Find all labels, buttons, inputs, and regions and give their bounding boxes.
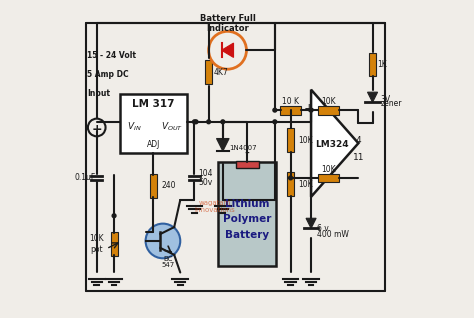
Text: 547: 547 [162, 262, 175, 268]
Bar [205, 60, 212, 84]
Text: -: - [245, 147, 250, 161]
Circle shape [309, 108, 313, 112]
Bar [120, 94, 187, 153]
Text: -: - [306, 170, 311, 185]
Bar [287, 172, 294, 196]
Bar [150, 174, 157, 197]
Text: +: + [303, 102, 314, 115]
Text: Polymer: Polymer [223, 214, 272, 225]
Text: 4K7: 4K7 [213, 68, 228, 77]
Text: zener: zener [381, 99, 402, 108]
Text: 1K: 1K [377, 60, 387, 69]
Circle shape [194, 120, 198, 124]
Text: Indicator: Indicator [206, 24, 249, 33]
Polygon shape [306, 218, 316, 228]
Text: 1N4007: 1N4007 [229, 145, 257, 151]
Text: 10K: 10K [299, 135, 313, 145]
Text: 11: 11 [353, 153, 364, 162]
Circle shape [112, 214, 116, 218]
Text: wagatam
Innovations: wagatam Innovations [194, 200, 235, 213]
Circle shape [221, 120, 225, 124]
Text: 0.1uF: 0.1uF [74, 173, 96, 183]
Text: 5 Amp DC: 5 Amp DC [87, 70, 129, 79]
Bar [280, 106, 301, 114]
Polygon shape [221, 43, 234, 58]
Text: 3V: 3V [381, 95, 391, 104]
Text: Input: Input [87, 89, 110, 98]
Text: 10K: 10K [321, 165, 336, 174]
Circle shape [273, 108, 277, 112]
Text: 50v: 50v [199, 178, 213, 187]
Text: LM324: LM324 [315, 140, 348, 149]
Bar [287, 128, 294, 152]
Polygon shape [311, 90, 358, 197]
Text: +: + [91, 122, 102, 135]
Text: BC: BC [164, 255, 173, 261]
Text: Lithium: Lithium [225, 199, 270, 209]
Text: 15 - 24 Volt: 15 - 24 Volt [87, 51, 136, 60]
Text: ADJ: ADJ [147, 140, 160, 149]
Bar [218, 162, 276, 266]
Text: Battery Full: Battery Full [200, 14, 255, 23]
Text: LM 317: LM 317 [132, 99, 175, 109]
Text: Battery: Battery [225, 230, 269, 240]
Text: $V_{IN}$: $V_{IN}$ [127, 120, 142, 133]
Bar [369, 52, 376, 76]
Text: $V_{OUT}$: $V_{OUT}$ [161, 120, 183, 133]
Text: 4: 4 [356, 136, 361, 145]
Polygon shape [367, 92, 378, 102]
Circle shape [289, 176, 292, 180]
Bar [236, 161, 259, 169]
Text: 10K
pot: 10K pot [90, 234, 104, 254]
Text: 400 mW: 400 mW [318, 230, 349, 239]
Circle shape [207, 120, 210, 124]
Polygon shape [217, 139, 229, 151]
Text: 10K: 10K [321, 97, 336, 106]
Text: 6 v: 6 v [318, 224, 329, 233]
Text: 240: 240 [161, 181, 176, 190]
Bar [318, 174, 338, 182]
Text: 10K: 10K [299, 180, 313, 189]
Circle shape [146, 224, 180, 258]
Text: 10 K: 10 K [282, 97, 299, 106]
Circle shape [192, 120, 196, 124]
Text: 104: 104 [199, 169, 213, 178]
Circle shape [273, 120, 277, 124]
Bar [110, 232, 118, 256]
Bar [318, 106, 338, 114]
